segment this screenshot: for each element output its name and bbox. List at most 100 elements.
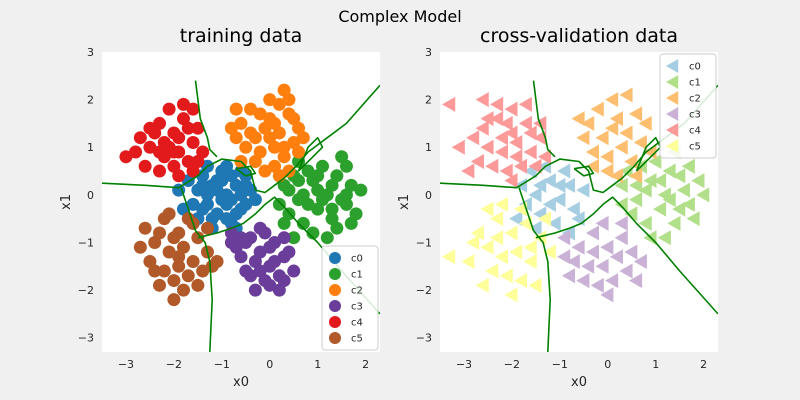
cv-point-c1-9 (667, 215, 681, 231)
train-point-c4-10 (176, 97, 190, 111)
cv-xtick-label: −1 (552, 358, 568, 371)
train-point-c2-17 (282, 164, 296, 178)
cv-ytick-label: −3 (416, 332, 432, 345)
train-point-c4-25 (153, 145, 167, 159)
train-point-c5-18 (167, 231, 181, 245)
cv-point-c5-22 (466, 234, 480, 250)
cv-point-c4-29 (499, 115, 513, 131)
cv-point-c1-8 (652, 201, 667, 217)
train-point-c4-11 (191, 121, 205, 135)
cv-xtick-label: −3 (456, 358, 472, 371)
cv-point-c0-12 (542, 196, 556, 212)
cv-legend-label-c0: c0 (689, 62, 701, 73)
train-point-c1-31 (301, 197, 315, 211)
cv-boundary-segment-2 (518, 187, 551, 352)
train-point-c4-12 (138, 159, 152, 173)
cv-point-c0-10 (557, 163, 571, 179)
train-ytick-label: −2 (78, 284, 94, 297)
cv-point-c2-6 (600, 149, 614, 165)
cv-point-c3-16 (595, 215, 609, 231)
train-point-c5-27 (153, 226, 167, 240)
train-point-c3-22 (268, 255, 282, 269)
train-point-c2-24 (287, 112, 301, 126)
cv-xtick-label: 0 (604, 358, 611, 371)
train-point-c1-20 (306, 226, 320, 240)
cv-point-c5-4 (480, 239, 494, 255)
cv-point-c1-5 (681, 196, 695, 212)
train-point-c1-7 (296, 216, 310, 230)
cv-point-c1-19 (672, 201, 686, 217)
train-point-c4-26 (172, 169, 186, 183)
cv-point-c2-21 (605, 120, 619, 136)
cv-ytick-label: 2 (425, 94, 432, 107)
cv-point-c1-27 (662, 192, 676, 208)
cv-point-c5-10 (499, 268, 513, 284)
cv-point-c3-7 (595, 258, 609, 274)
train-point-c4-3 (186, 135, 200, 149)
train-xtick-label: 2 (362, 358, 369, 371)
cv-point-c4-1 (490, 111, 504, 127)
cv-point-c0-13 (576, 182, 590, 198)
cv-point-c1-13 (648, 154, 662, 170)
train-ytick-label: −3 (78, 332, 94, 345)
train-legend: c0 c1 c2 c3 c4 c5 (321, 245, 379, 351)
cv-point-c1-20 (629, 177, 643, 193)
train-point-c2-0 (234, 116, 248, 130)
cv-point-c2-0 (581, 115, 595, 131)
cv-point-c1-17 (657, 230, 671, 246)
cv-point-c2-13 (619, 87, 633, 103)
cv-legend-marker-c4 (666, 123, 679, 137)
cv-boundary-segment-3 (535, 196, 718, 315)
train-legend-label-c3: c3 (351, 302, 363, 313)
train-point-c4-22 (181, 121, 195, 135)
train-point-c2-29 (268, 116, 282, 130)
train-legend-marker-c0 (329, 252, 341, 264)
train-point-c0-16 (210, 207, 224, 221)
train-point-c5-9 (172, 259, 186, 273)
train-point-c5-17 (148, 264, 162, 278)
cv-point-c3-15 (629, 273, 643, 289)
cv-point-c3-14 (561, 268, 576, 284)
cv-point-c5-17 (542, 244, 556, 260)
cv-panel-title: cross-validation data (480, 25, 678, 47)
train-ytick-label: 1 (87, 141, 94, 154)
train-point-c5-24 (167, 293, 181, 307)
train-point-c5-26 (172, 250, 186, 264)
train-point-c5-14 (167, 274, 181, 288)
cv-point-c5-5 (494, 249, 508, 265)
cv-point-c5-23 (494, 196, 508, 212)
cv-point-c3-21 (633, 254, 647, 270)
train-legend-marker-c1 (329, 268, 341, 280)
cv-x-axis-label: x0 (571, 375, 587, 390)
train-point-c1-35 (292, 174, 306, 188)
train-point-c3-15 (268, 235, 282, 249)
cv-point-c4-22 (509, 149, 523, 165)
train-xtick-label: −1 (214, 358, 230, 371)
cv-point-c1-10 (676, 182, 691, 198)
train-point-c3-25 (253, 264, 267, 278)
train-point-c1-27 (277, 216, 291, 230)
cv-point-c3-1 (571, 239, 585, 255)
train-xtick-label: 0 (266, 358, 273, 371)
train-ytick-label: 3 (87, 46, 94, 59)
train-legend-marker-c5 (329, 332, 341, 344)
cv-point-c3-10 (576, 273, 590, 289)
train-y-axis-label: x1 (59, 194, 74, 210)
train-point-c5-13 (153, 278, 167, 292)
cv-legend-marker-c3 (666, 107, 679, 121)
cv-point-c5-9 (485, 263, 499, 279)
cv-point-c2-3 (619, 125, 633, 141)
cv-point-c4-7 (509, 134, 523, 150)
train-point-c2-8 (277, 150, 291, 164)
train-point-c2-32 (258, 164, 272, 178)
train-point-c1-21 (320, 231, 334, 245)
train-legend-label-c4: c4 (351, 318, 363, 329)
train-legend-label-c1: c1 (351, 270, 363, 281)
cv-point-c2-2 (609, 111, 623, 127)
train-point-c5-29 (200, 221, 214, 235)
cv-point-c5-2 (518, 215, 532, 231)
cv-point-c0-1 (528, 187, 542, 203)
train-point-c0-20 (229, 207, 243, 221)
cv-legend-label-c2: c2 (689, 94, 701, 105)
